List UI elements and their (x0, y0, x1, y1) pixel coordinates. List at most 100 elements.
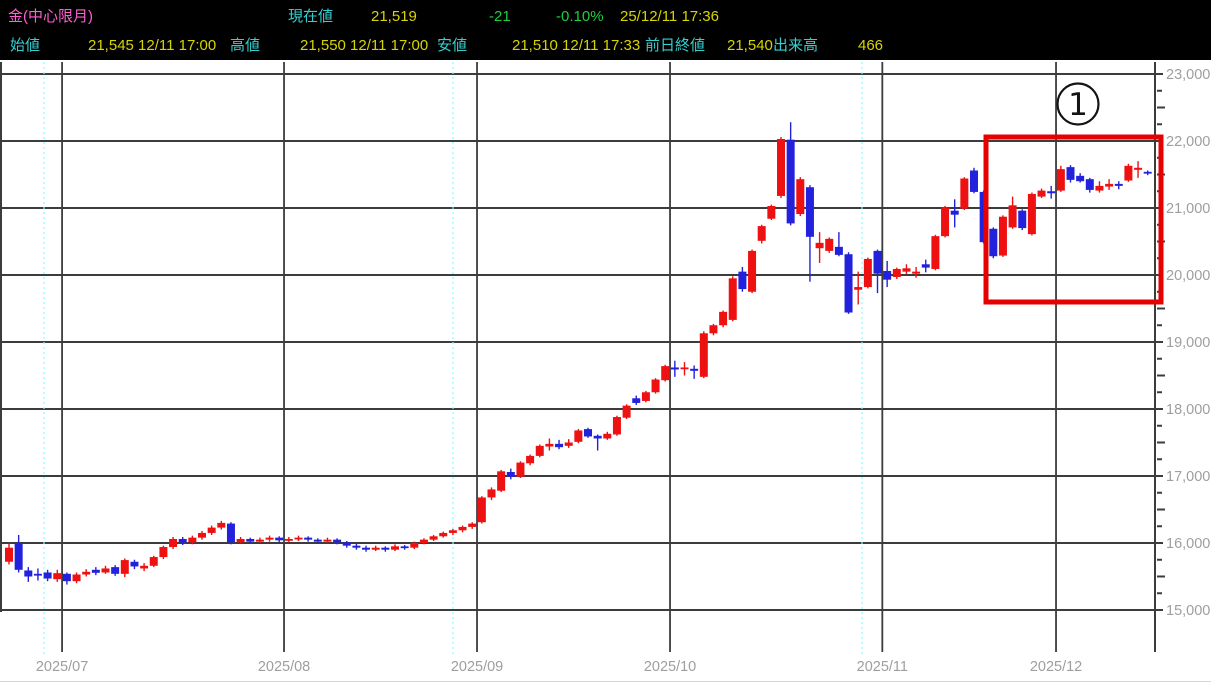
candle (91, 567, 100, 576)
x-tick-label: 2025/07 (36, 659, 88, 675)
candle (989, 227, 998, 259)
candle (574, 429, 583, 444)
x-tick-label: 2025/12 (1030, 659, 1082, 675)
candle (477, 496, 486, 524)
candle (757, 224, 766, 244)
candle (352, 543, 361, 550)
candle (82, 569, 91, 577)
y-tick-label: 18,000 (1166, 402, 1210, 418)
open-label: 始値 (10, 37, 41, 54)
candle (1076, 173, 1085, 183)
candle (622, 404, 631, 420)
annotations-layer: 1 (983, 82, 1164, 305)
candle (400, 545, 409, 550)
x-axis-labels: 2025/07 2025/08 2025/09 2025/10 2025/11 2025/… (36, 659, 1082, 675)
candle (265, 535, 274, 542)
y-tick-label: 20,000 (1166, 268, 1210, 284)
candle (941, 205, 950, 238)
svg-text:1: 1 (1068, 87, 1088, 123)
candle (1056, 165, 1065, 192)
y-tick-label: 23,000 (1166, 67, 1210, 83)
axis-spines (0, 62, 1156, 652)
candle (564, 439, 573, 448)
candle (487, 487, 496, 501)
candle (226, 522, 235, 545)
candle (342, 540, 351, 548)
candle (661, 364, 670, 382)
candle (651, 378, 660, 394)
low-label: 安値 (437, 37, 468, 54)
candle (786, 122, 795, 226)
candle (24, 567, 33, 582)
candle (371, 545, 380, 552)
price-chart[interactable]: 15,000 16,000 17,000 18,000 19,000 20,000 21,0… (0, 60, 1211, 687)
candle (1018, 209, 1027, 231)
candle (5, 543, 13, 565)
candle (169, 536, 178, 550)
candle (728, 276, 737, 322)
candle (584, 427, 592, 438)
candle (429, 534, 438, 541)
candle (603, 431, 612, 440)
candle (43, 569, 52, 582)
candle (1095, 181, 1104, 193)
candle (323, 537, 332, 543)
candle (960, 177, 969, 211)
candle (931, 234, 940, 271)
candle (844, 252, 853, 314)
candle (854, 271, 863, 305)
candle (294, 535, 303, 541)
candle (178, 536, 187, 546)
candle (468, 522, 477, 529)
candle (1124, 163, 1133, 182)
horizontal-gridlines (0, 73, 1155, 611)
candle (1105, 179, 1114, 190)
y-tick-label: 17,000 (1166, 469, 1210, 485)
candle (333, 538, 342, 545)
candle (883, 260, 892, 288)
candle (670, 360, 679, 377)
candle (767, 204, 776, 221)
candle (796, 177, 805, 217)
candle (458, 525, 467, 533)
circled-number-annotation: 1 (1056, 82, 1100, 126)
candle (641, 390, 650, 403)
candle (825, 237, 834, 253)
candle (391, 544, 399, 552)
y-tick-label: 21,000 (1166, 201, 1210, 217)
candle (120, 558, 129, 578)
candle (506, 468, 515, 480)
candle (873, 249, 882, 294)
candle (33, 568, 42, 581)
candle (284, 536, 293, 543)
current-price-value: 21,519 (371, 8, 417, 25)
candle (748, 249, 757, 294)
candle (902, 264, 911, 275)
y-tick-label: 16,000 (1166, 536, 1210, 552)
candle (815, 232, 824, 263)
candle (719, 310, 728, 328)
candles-layer (5, 122, 1152, 585)
quote-header: 金(中心限月) 現在値 21,519 -21 -0.10% 25/12/11 1… (0, 0, 1211, 60)
y-tick-label: 19,000 (1166, 335, 1210, 351)
candle (255, 537, 264, 543)
candle (632, 395, 641, 405)
candle (419, 538, 428, 545)
candle (863, 257, 872, 289)
candle (680, 362, 689, 376)
candle (1085, 177, 1094, 193)
candle (970, 167, 978, 194)
candle (593, 434, 602, 451)
candle (497, 469, 506, 493)
candle (130, 559, 139, 570)
candle (516, 461, 525, 479)
candle (535, 444, 544, 458)
candle (912, 266, 921, 278)
x-tick-label: 2025/08 (258, 659, 310, 675)
candle (738, 266, 747, 292)
candle (111, 565, 120, 576)
candle (777, 136, 785, 198)
x-tick-label: 2025/09 (451, 659, 503, 675)
candle (304, 536, 313, 542)
candle (805, 185, 814, 282)
